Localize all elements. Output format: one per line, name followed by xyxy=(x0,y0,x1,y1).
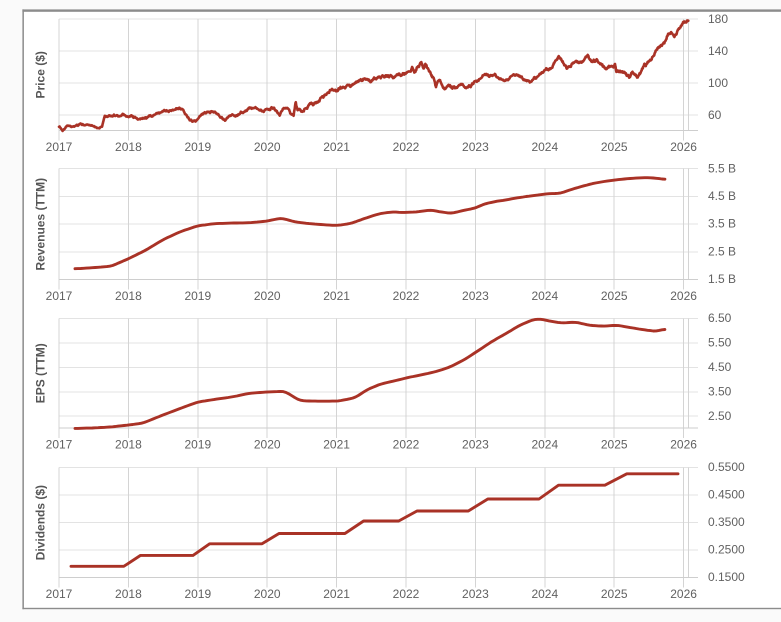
svg-text:2022: 2022 xyxy=(393,140,420,154)
svg-text:Dividends ($): Dividends ($) xyxy=(34,485,48,560)
svg-text:2020: 2020 xyxy=(254,438,281,452)
svg-text:2021: 2021 xyxy=(323,140,350,154)
svg-text:2018: 2018 xyxy=(115,289,142,303)
svg-text:2023: 2023 xyxy=(462,289,489,303)
svg-text:60: 60 xyxy=(708,108,722,122)
svg-text:2023: 2023 xyxy=(462,438,489,452)
svg-text:2020: 2020 xyxy=(254,140,281,154)
svg-text:2018: 2018 xyxy=(115,587,142,601)
svg-text:2024: 2024 xyxy=(531,587,558,601)
svg-text:2020: 2020 xyxy=(254,587,281,601)
svg-text:4.5 B: 4.5 B xyxy=(708,189,736,203)
svg-text:0.4500: 0.4500 xyxy=(708,488,745,502)
svg-text:2021: 2021 xyxy=(323,438,350,452)
svg-text:EPS (TTM): EPS (TTM) xyxy=(34,343,48,403)
svg-text:2026: 2026 xyxy=(670,587,697,601)
svg-text:2018: 2018 xyxy=(115,438,142,452)
svg-text:2024: 2024 xyxy=(531,438,558,452)
svg-text:2025: 2025 xyxy=(601,587,628,601)
svg-text:2021: 2021 xyxy=(323,587,350,601)
svg-text:180: 180 xyxy=(708,12,728,26)
svg-text:1.5 B: 1.5 B xyxy=(708,272,736,286)
svg-text:0.5500: 0.5500 xyxy=(708,460,745,474)
svg-text:0.2500: 0.2500 xyxy=(708,543,745,557)
svg-text:0.3500: 0.3500 xyxy=(708,515,745,529)
svg-text:2017: 2017 xyxy=(46,587,73,601)
svg-text:3.5 B: 3.5 B xyxy=(708,217,736,231)
svg-text:2019: 2019 xyxy=(184,587,211,601)
svg-text:2022: 2022 xyxy=(393,289,420,303)
svg-text:140: 140 xyxy=(708,44,728,58)
svg-text:0.1500: 0.1500 xyxy=(708,570,745,584)
svg-text:Revenues (TTM): Revenues (TTM) xyxy=(34,178,48,271)
svg-text:2025: 2025 xyxy=(601,289,628,303)
svg-text:100: 100 xyxy=(708,76,728,90)
svg-text:2024: 2024 xyxy=(531,289,558,303)
svg-text:Price ($): Price ($) xyxy=(34,51,48,98)
svg-text:5.5 B: 5.5 B xyxy=(708,161,736,175)
svg-text:2020: 2020 xyxy=(254,289,281,303)
svg-text:2026: 2026 xyxy=(670,289,697,303)
svg-text:2025: 2025 xyxy=(601,140,628,154)
svg-text:6.50: 6.50 xyxy=(708,311,732,325)
svg-text:2024: 2024 xyxy=(531,140,558,154)
svg-text:2026: 2026 xyxy=(670,438,697,452)
svg-text:2019: 2019 xyxy=(184,289,211,303)
svg-text:2017: 2017 xyxy=(46,289,73,303)
svg-text:2019: 2019 xyxy=(184,140,211,154)
svg-text:4.50: 4.50 xyxy=(708,360,732,374)
svg-text:2.5 B: 2.5 B xyxy=(708,245,736,259)
svg-text:2026: 2026 xyxy=(670,140,697,154)
svg-text:3.50: 3.50 xyxy=(708,384,732,398)
svg-text:2017: 2017 xyxy=(46,438,73,452)
svg-text:2017: 2017 xyxy=(46,140,73,154)
svg-text:2022: 2022 xyxy=(393,587,420,601)
svg-text:2019: 2019 xyxy=(184,438,211,452)
svg-text:2023: 2023 xyxy=(462,587,489,601)
svg-text:2022: 2022 xyxy=(393,438,420,452)
svg-text:2023: 2023 xyxy=(462,140,489,154)
svg-text:5.50: 5.50 xyxy=(708,336,732,350)
svg-text:2021: 2021 xyxy=(323,289,350,303)
svg-text:2.50: 2.50 xyxy=(708,409,732,423)
svg-text:2018: 2018 xyxy=(115,140,142,154)
svg-text:2025: 2025 xyxy=(601,438,628,452)
